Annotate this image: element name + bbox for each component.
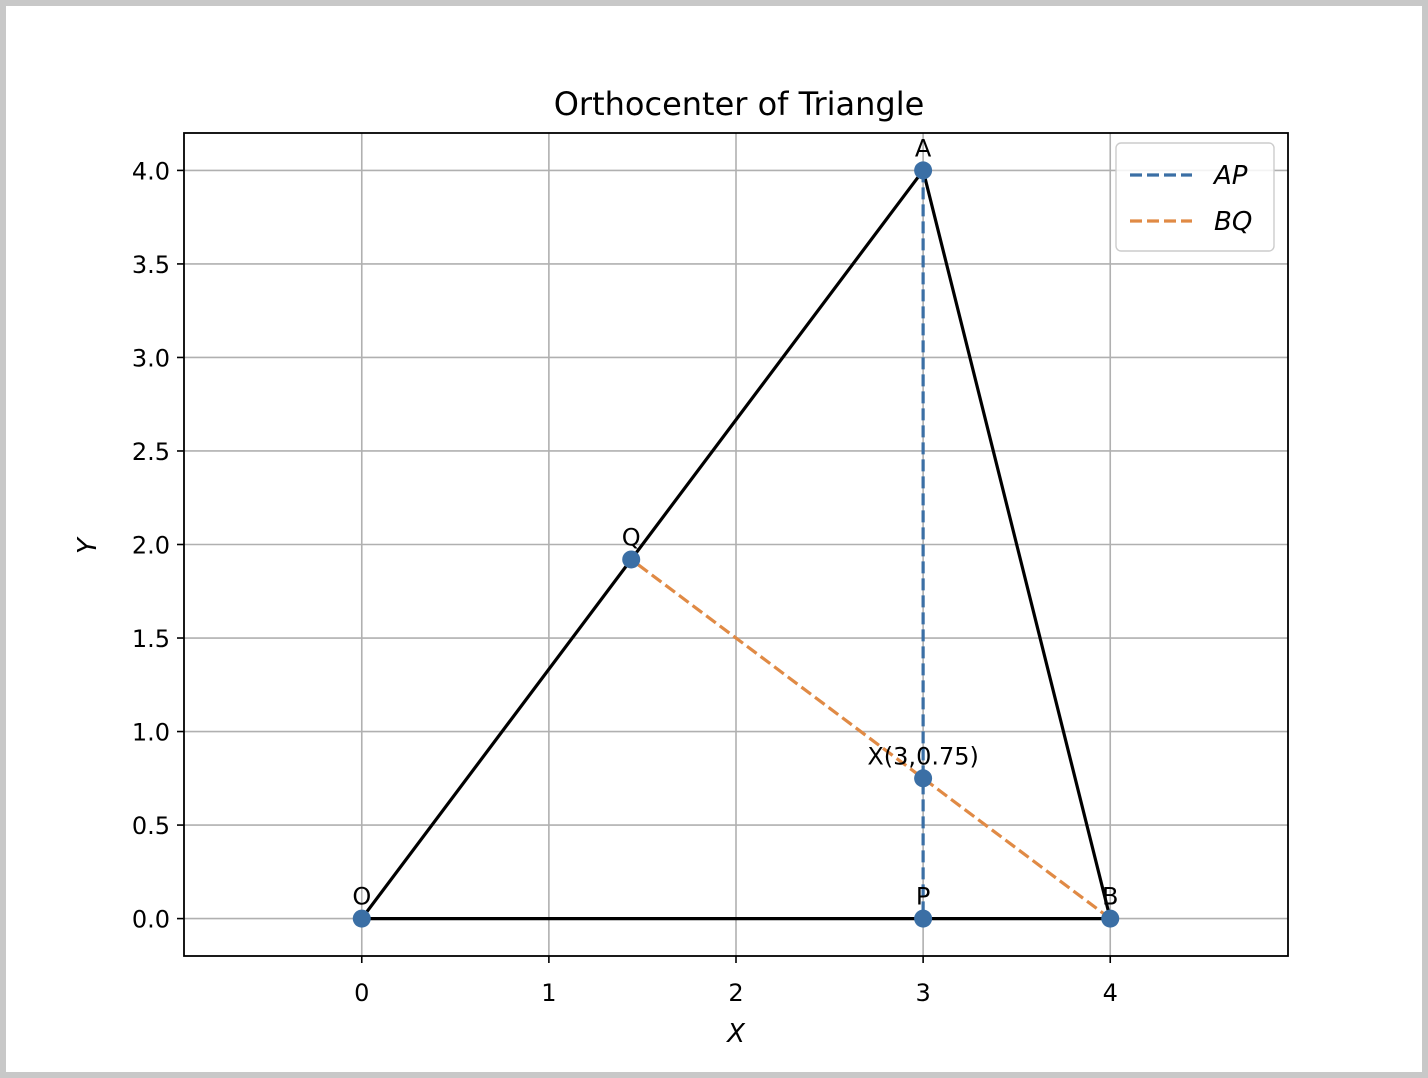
point-q — [622, 550, 641, 569]
x-tick-label: 3 — [915, 979, 930, 1007]
x-tick-label: 4 — [1103, 979, 1118, 1007]
x-tick-label: 0 — [354, 979, 369, 1007]
plot-area: O A B P Q X(3,0.75) — [352, 134, 1120, 928]
legend: AP BQ — [1115, 142, 1275, 252]
triangle-side — [360, 168, 925, 921]
figure-canvas: Orthocenter of Triangle O A B P Q X(3,0.75) 0… — [6, 6, 1422, 1072]
point-label-o: O — [352, 883, 371, 911]
triangle-side — [921, 168, 1112, 921]
grid — [184, 133, 1288, 956]
legend-label-bq: BQ — [1214, 207, 1252, 237]
y-tick-label: 2.5 — [132, 438, 170, 466]
y-tick-label: 4.0 — [132, 157, 170, 185]
chart-title: Orthocenter of Triangle — [554, 85, 925, 123]
x-axis-label: X — [725, 1019, 746, 1049]
point-label-b: B — [1102, 883, 1118, 911]
point-label-q: Q — [622, 523, 641, 551]
point-label-p: P — [916, 883, 930, 911]
point-x-3-0-75 — [914, 769, 933, 788]
y-tick-label: 3.0 — [132, 344, 170, 372]
y-tick-label: 1.5 — [132, 625, 170, 653]
series-line-bq — [630, 558, 1112, 920]
point-b — [1101, 909, 1120, 928]
x-tick-label: 2 — [728, 979, 743, 1007]
y-tick-label: 0.0 — [132, 906, 170, 934]
y-axis-label: Y — [73, 536, 103, 554]
point-a — [914, 161, 933, 180]
y-tick-label: 1.0 — [132, 719, 170, 747]
chart: Orthocenter of Triangle O A B P Q X(3,0.75) 0… — [73, 85, 1289, 1049]
point-o — [352, 909, 371, 928]
point-p — [914, 909, 933, 928]
y-tick-label: 3.5 — [132, 251, 170, 279]
y-tick-label: 2.0 — [132, 532, 170, 560]
y-tick-label: 0.5 — [132, 812, 170, 840]
point-label-x-3-0-75: X(3,0.75) — [867, 742, 979, 770]
legend-box — [1115, 142, 1275, 252]
legend-label-ap: AP — [1212, 161, 1248, 191]
point-label-a: A — [915, 134, 932, 162]
x-tick-label: 1 — [541, 979, 556, 1007]
axis-ticks: 0 1 2 3 4 0.0 0.5 1.0 1.5 2.0 2.5 3.0 3.5 4.0 — [132, 157, 1118, 1007]
